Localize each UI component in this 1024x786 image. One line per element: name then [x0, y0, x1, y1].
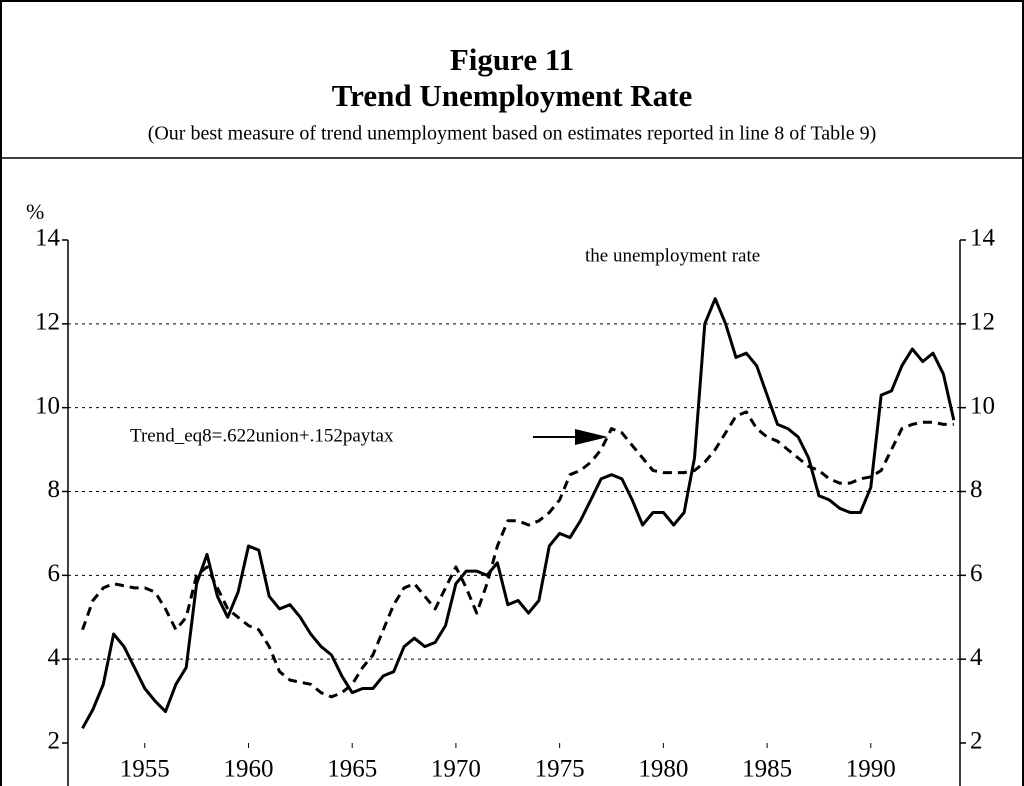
- y2-tick-label: 2: [970, 728, 983, 755]
- x-tick-label: 1960: [223, 756, 273, 783]
- y-axis-label: %: [26, 199, 44, 224]
- x-tick-label: 1965: [327, 756, 377, 783]
- x-tick-label: 1975: [535, 756, 585, 783]
- y-tick-label: 2: [48, 728, 61, 755]
- series-annotation: Trend_eq8=.622union+.152paytax: [130, 425, 394, 446]
- y2-tick-label: 8: [970, 476, 983, 503]
- series-line: [81, 410, 954, 699]
- y2-tick-label: 10: [970, 392, 995, 419]
- x-tick-label: 1970: [431, 756, 481, 783]
- y-tick-label: 14: [35, 225, 61, 252]
- annotation-arrowhead: [575, 429, 608, 445]
- y2-tick-label: 4: [970, 644, 983, 671]
- y-tick-label: 4: [48, 644, 61, 671]
- x-tick-label: 1980: [638, 756, 688, 783]
- y2-tick-label: 14: [970, 225, 996, 252]
- y2-tick-label: 12: [970, 309, 995, 336]
- x-tick-label: 1985: [742, 756, 792, 783]
- y-tick-label: 6: [48, 560, 61, 587]
- y-tick-label: 12: [35, 309, 60, 336]
- y-tick-label: 10: [35, 392, 60, 419]
- chart-subtitle: Trend Unemployment Rate: [332, 78, 693, 113]
- x-tick-label: 1955: [120, 756, 170, 783]
- y2-tick-label: 6: [970, 560, 983, 587]
- series-annotation: the unemployment rate: [585, 245, 760, 266]
- series-line: [81, 297, 956, 730]
- x-tick-label: 1990: [846, 756, 896, 783]
- y-tick-label: 8: [48, 476, 61, 503]
- chart-title: Figure 11: [450, 42, 574, 77]
- chart-note: (Our best measure of trend unemployment …: [148, 123, 877, 145]
